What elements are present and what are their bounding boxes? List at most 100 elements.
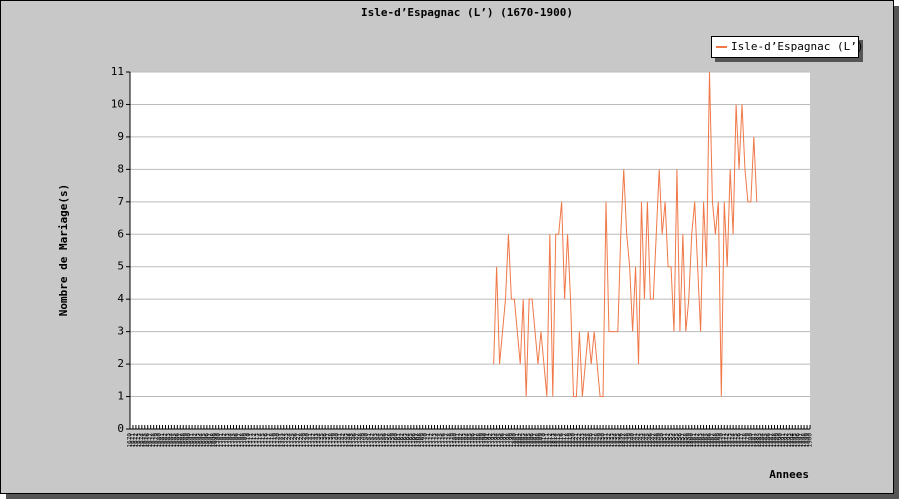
x-tick-label: 1696 (203, 433, 210, 448)
x-tick-label: 1840 (629, 433, 636, 448)
x-tick-label: 1876 (736, 433, 743, 448)
x-tick-label: 1872 (724, 433, 731, 448)
x-tick-label: 1834 (611, 433, 618, 448)
x-tick-label: 1737 (325, 433, 332, 448)
x-tick-label: 1827 (591, 433, 598, 448)
x-tick-label: 1826 (588, 433, 595, 448)
x-tick-label: 1875 (733, 433, 740, 448)
x-tick-label: 1837 (620, 433, 627, 448)
x-tick-label: 1882 (753, 433, 760, 448)
x-tick-label: 1822 (576, 433, 583, 448)
x-tick-label: 1705 (230, 433, 237, 448)
x-tick-label: 1881 (750, 433, 757, 448)
x-tick-label: 1715 (260, 433, 267, 448)
legend-box (711, 36, 859, 58)
x-tick-label: 1858 (682, 433, 689, 448)
x-tick-label: 1867 (709, 433, 716, 448)
x-tick-label: 1738 (328, 433, 335, 448)
x-tick-label: 1885 (762, 433, 769, 448)
x-tick-label: 1726 (292, 433, 299, 448)
x-tick-label: 1900 (807, 433, 814, 448)
y-tick-label: 3 (117, 325, 124, 338)
x-tick-label: 1741 (336, 433, 343, 448)
x-tick-label: 1713 (254, 433, 261, 448)
x-tick-label: 1692 (192, 433, 199, 448)
x-tick-label: 1778 (446, 433, 453, 448)
x-tick-label: 1865 (703, 433, 710, 448)
x-tick-label: 1772 (428, 433, 435, 448)
x-tick-label: 1732 (310, 433, 317, 448)
x-tick-label: 1825 (585, 433, 592, 448)
y-tick-label: 4 (117, 292, 124, 305)
x-tick-label: 1896 (795, 433, 802, 448)
x-tick-label: 1869 (715, 433, 722, 448)
x-tick-label: 1762 (399, 433, 406, 448)
x-tick-label: 1788 (475, 433, 482, 448)
x-tick-label: 1780 (452, 433, 459, 448)
x-tick-label: 1735 (319, 433, 326, 448)
x-tick-label: 1755 (378, 433, 385, 448)
y-tick-label: 6 (117, 227, 124, 240)
x-tick-label: 1782 (458, 433, 465, 448)
x-tick-label: 1801 (514, 433, 521, 448)
x-tick-label: 1758 (387, 433, 394, 448)
x-tick-label: 1866 (706, 433, 713, 448)
x-tick-label: 1878 (741, 433, 748, 448)
x-tick-label: 1880 (747, 433, 754, 448)
x-tick-label: 1862 (694, 433, 701, 448)
x-tick-label: 1808 (535, 433, 542, 448)
x-tick-label: 1731 (307, 433, 314, 448)
x-tick-label: 1712 (251, 433, 258, 448)
x-tick-label: 1774 (434, 433, 441, 448)
x-tick-label: 1853 (668, 433, 675, 448)
x-tick-label: 1821 (573, 433, 580, 448)
x-tick-label: 1711 (248, 433, 255, 448)
x-tick-label: 1820 (570, 433, 577, 448)
x-tick-label: 1828 (594, 433, 601, 448)
x-tick-label: 1700 (215, 433, 222, 448)
x-tick-label: 1794 (493, 433, 500, 448)
x-tick-label: 1716 (263, 433, 270, 448)
x-tick-label: 1796 (499, 433, 506, 448)
x-tick-label: 1682 (162, 433, 169, 448)
x-tick-label: 1695 (200, 433, 207, 448)
y-tick-label: 1 (117, 390, 124, 403)
x-tick-label: 1768 (416, 433, 423, 448)
x-tick-label: 1819 (567, 433, 574, 448)
x-tick-label: 1836 (617, 433, 624, 448)
x-tick-label: 1799 (508, 433, 515, 448)
x-tick-label: 1707 (236, 433, 243, 448)
x-tick-label: 1733 (313, 433, 320, 448)
x-tick-label: 1852 (665, 433, 672, 448)
legend: Isle-d’Espagnac (L’) (711, 36, 863, 62)
x-tick-label: 1734 (316, 433, 323, 448)
x-tick-label: 1815 (555, 433, 562, 448)
x-tick-label: 1757 (384, 433, 391, 448)
x-tick-label: 1888 (771, 433, 778, 448)
x-tick-label: 1736 (322, 433, 329, 448)
x-tick-label: 1753 (372, 433, 379, 448)
x-tick-label: 1809 (537, 433, 544, 448)
x-tick-label: 1829 (597, 433, 604, 448)
x-tick-label: 1811 (543, 433, 550, 448)
x-axis-label: Annees (769, 468, 809, 481)
x-tick-label: 1835 (614, 433, 621, 448)
x-tick-label: 1854 (671, 433, 678, 448)
x-tick-label: 1764 (404, 433, 411, 448)
x-tick-label: 1793 (490, 433, 497, 448)
x-tick-label: 1717 (265, 433, 272, 448)
x-tick-label: 1857 (679, 433, 686, 448)
x-tick-label: 1798 (505, 433, 512, 448)
y-tick-label: 5 (117, 260, 124, 273)
x-tick-label: 1684 (168, 433, 175, 448)
x-tick-label: 1725 (289, 433, 296, 448)
x-tick-label: 1898 (801, 433, 808, 448)
x-tick-label: 1727 (295, 433, 302, 448)
x-tick-label: 1847 (650, 433, 657, 448)
x-tick-label: 1790 (481, 433, 488, 448)
x-tick-label: 1795 (496, 433, 503, 448)
series-line (493, 71, 758, 398)
x-tick-label: 1859 (685, 433, 692, 448)
x-tick-label: 1749 (360, 433, 367, 448)
